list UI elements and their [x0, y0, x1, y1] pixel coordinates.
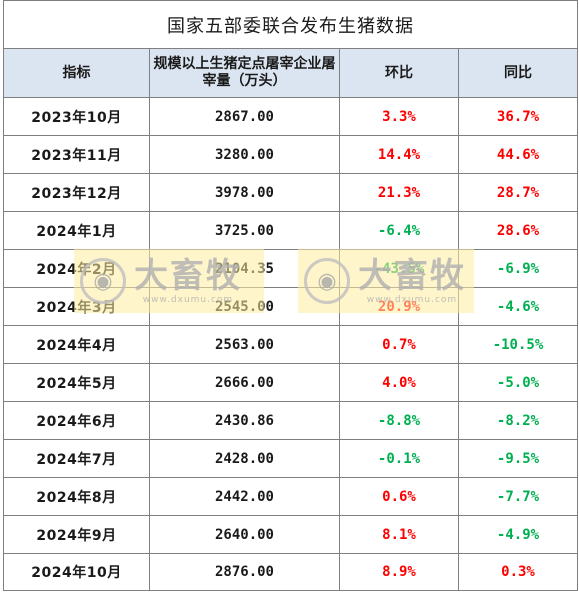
yoy-cell: -10.5%: [458, 325, 578, 364]
slaughter-count-cell: 2666.00: [149, 363, 340, 402]
period-cell: 2024年8月: [3, 477, 150, 516]
mom-cell: 0.7%: [339, 325, 459, 364]
header-slaughter-count: 规模以上生猪定点屠宰企业屠宰量（万头）: [149, 48, 340, 98]
period-cell: 2023年10月: [3, 97, 150, 136]
title-row: 国家五部委联合发布生猪数据: [3, 0, 578, 49]
period-cell: 2024年1月: [3, 211, 150, 250]
header-mom: 环比: [339, 48, 459, 98]
yoy-cell: -8.2%: [458, 401, 578, 440]
period-cell: 2023年11月: [3, 135, 150, 174]
header-yoy: 同比: [458, 48, 578, 98]
period-cell: 2024年9月: [3, 515, 150, 554]
slaughter-count-cell: 2640.00: [149, 515, 340, 554]
yoy-cell: -9.5%: [458, 439, 578, 478]
period-cell: 2024年7月: [3, 439, 150, 478]
mom-cell: 14.4%: [339, 135, 459, 174]
table-row: 2024年7月 2428.00 -0.1% -9.5%: [3, 439, 578, 478]
period-cell: 2024年10月: [3, 553, 150, 591]
slaughter-count-cell: 2428.00: [149, 439, 340, 478]
table-row: 2024年5月 2666.00 4.0% -5.0%: [3, 363, 578, 402]
mom-cell: 21.3%: [339, 173, 459, 212]
mom-cell: 4.0%: [339, 363, 459, 402]
table-row: 2024年3月 2545.00 20.9% -4.6%: [3, 287, 578, 326]
yoy-cell: 36.7%: [458, 97, 578, 136]
slaughter-count-cell: 3725.00: [149, 211, 340, 250]
slaughter-count-cell: 2876.00: [149, 553, 340, 591]
mom-cell: -43.5%: [339, 249, 459, 288]
yoy-cell: 28.6%: [458, 211, 578, 250]
mom-cell: 20.9%: [339, 287, 459, 326]
slaughter-count-cell: 2545.00: [149, 287, 340, 326]
yoy-cell: -7.7%: [458, 477, 578, 516]
header-row: 指标 规模以上生猪定点屠宰企业屠宰量（万头） 环比 同比: [3, 48, 578, 98]
period-cell: 2023年12月: [3, 173, 150, 212]
table-row: 2023年10月 2867.00 3.3% 36.7%: [3, 97, 578, 136]
yoy-cell: -6.9%: [458, 249, 578, 288]
table-row: 2023年11月 3280.00 14.4% 44.6%: [3, 135, 578, 174]
slaughter-count-cell: 2104.35: [149, 249, 340, 288]
mom-cell: 3.3%: [339, 97, 459, 136]
table-row: 2024年4月 2563.00 0.7% -10.5%: [3, 325, 578, 364]
period-cell: 2024年6月: [3, 401, 150, 440]
mom-cell: -0.1%: [339, 439, 459, 478]
slaughter-count-cell: 2867.00: [149, 97, 340, 136]
mom-cell: -6.4%: [339, 211, 459, 250]
table-row: 2024年10月 2876.00 8.9% 0.3%: [3, 553, 578, 591]
yoy-cell: 44.6%: [458, 135, 578, 174]
table-row: 2024年6月 2430.86 -8.8% -8.2%: [3, 401, 578, 440]
table-row: 2024年1月 3725.00 -6.4% 28.6%: [3, 211, 578, 250]
pig-slaughter-table: 国家五部委联合发布生猪数据 指标 规模以上生猪定点屠宰企业屠宰量（万头） 环比 …: [3, 0, 578, 591]
slaughter-count-cell: 2442.00: [149, 477, 340, 516]
mom-cell: -8.8%: [339, 401, 459, 440]
slaughter-count-cell: 3280.00: [149, 135, 340, 174]
header-indicator: 指标: [3, 48, 150, 98]
slaughter-count-cell: 3978.00: [149, 173, 340, 212]
slaughter-count-cell: 2563.00: [149, 325, 340, 364]
mom-cell: 8.9%: [339, 553, 459, 591]
table-title: 国家五部委联合发布生猪数据: [3, 0, 578, 49]
yoy-cell: 28.7%: [458, 173, 578, 212]
table-row: 2024年2月 2104.35 -43.5% -6.9%: [3, 249, 578, 288]
period-cell: 2024年3月: [3, 287, 150, 326]
mom-cell: 0.6%: [339, 477, 459, 516]
yoy-cell: -5.0%: [458, 363, 578, 402]
table-row: 2024年8月 2442.00 0.6% -7.7%: [3, 477, 578, 516]
mom-cell: 8.1%: [339, 515, 459, 554]
yoy-cell: -4.9%: [458, 515, 578, 554]
yoy-cell: 0.3%: [458, 553, 578, 591]
table-row: 2024年9月 2640.00 8.1% -4.9%: [3, 515, 578, 554]
period-cell: 2024年5月: [3, 363, 150, 402]
table-row: 2023年12月 3978.00 21.3% 28.7%: [3, 173, 578, 212]
slaughter-count-cell: 2430.86: [149, 401, 340, 440]
period-cell: 2024年4月: [3, 325, 150, 364]
yoy-cell: -4.6%: [458, 287, 578, 326]
period-cell: 2024年2月: [3, 249, 150, 288]
